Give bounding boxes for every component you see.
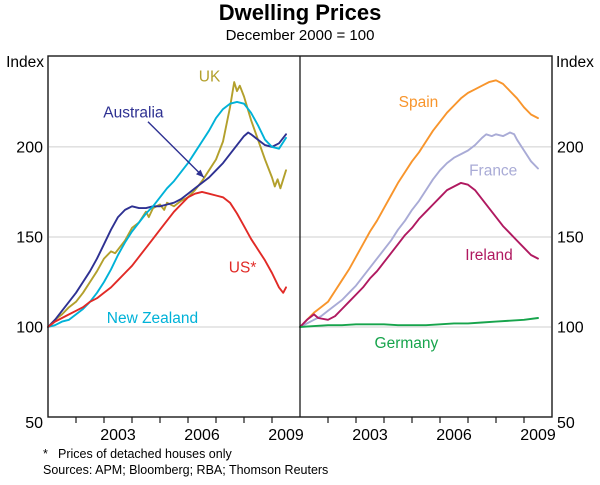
y-axis-title-right: Index xyxy=(556,54,594,71)
y-tick-label-left-150: 150 xyxy=(16,229,43,246)
x-tick-label-left-2009: 2009 xyxy=(268,427,304,444)
series-line-uk xyxy=(47,81,287,328)
series-line-ireland xyxy=(299,181,539,328)
series-line-us xyxy=(47,190,287,328)
series-label-spain: Spain xyxy=(399,94,439,111)
series-line-australia xyxy=(47,131,287,328)
chart-footnote: * Prices of detached houses only xyxy=(43,447,232,461)
x-tick-label-right-2009: 2009 xyxy=(520,427,556,444)
y-tick-label-right-150: 150 xyxy=(557,229,584,246)
chart-subtitle: December 2000 = 100 xyxy=(225,27,375,44)
series-label-france: France xyxy=(469,162,517,179)
chart-sources: Sources: APM; Bloomberg; RBA; Thomson Re… xyxy=(43,463,329,477)
series-label-us: US* xyxy=(229,260,257,277)
series-label-germany: Germany xyxy=(375,335,439,352)
x-tick-label-left-2003: 2003 xyxy=(100,427,136,444)
x-tick-label-left-2006: 2006 xyxy=(184,427,220,444)
series-label-australia: Australia xyxy=(103,105,164,122)
australia-arrowhead xyxy=(196,169,204,178)
australia-label-arrow xyxy=(147,121,205,179)
chart-title: Dwelling Prices xyxy=(218,0,382,25)
y-tick-label-right-100: 100 xyxy=(557,319,584,336)
y-tick-label-right-50: 50 xyxy=(557,415,575,432)
y-tick-label-left-100: 100 xyxy=(16,319,43,336)
series-line-france xyxy=(299,131,539,328)
x-tick-label-right-2006: 2006 xyxy=(436,427,472,444)
y-tick-label-left-200: 200 xyxy=(16,139,43,156)
series-label-uk: UK xyxy=(199,69,221,86)
y-axis-title-left: Index xyxy=(6,54,44,71)
series-label-ireland: Ireland xyxy=(465,247,512,264)
footnote-text: Prices of detached houses only xyxy=(58,447,232,461)
series-label-new-zealand: New Zealand xyxy=(107,310,198,327)
x-tick-label-right-2003: 2003 xyxy=(352,427,388,444)
series-line-spain xyxy=(299,79,539,328)
footnote-asterisk: * xyxy=(43,447,48,461)
series-line-germany xyxy=(299,317,539,328)
y-tick-label-left-50: 50 xyxy=(25,415,43,432)
y-tick-label-right-200: 200 xyxy=(557,139,584,156)
